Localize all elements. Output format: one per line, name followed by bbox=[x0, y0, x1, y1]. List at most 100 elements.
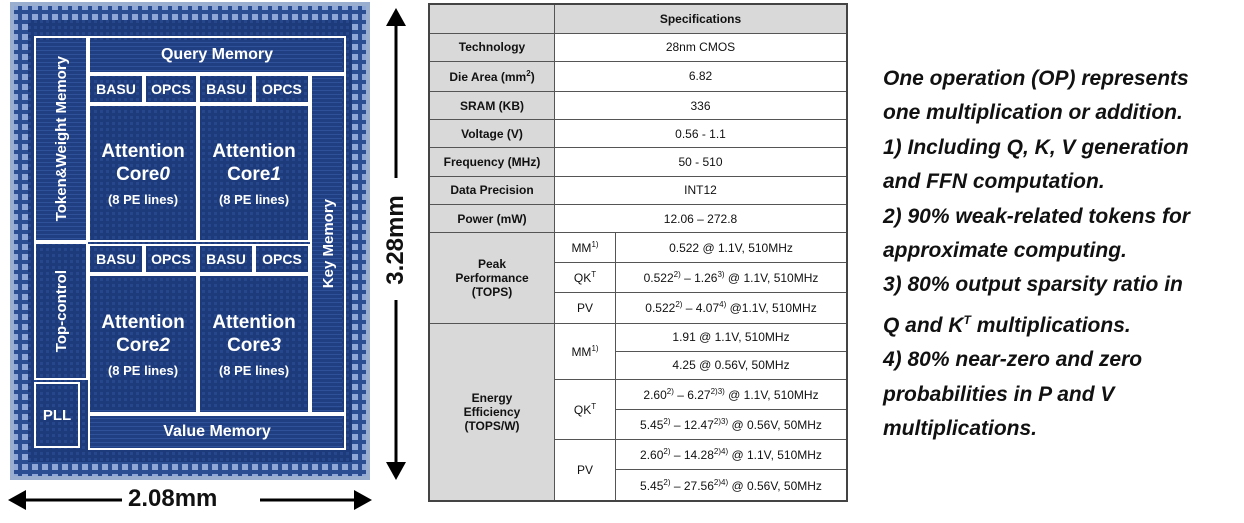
energy-qk-value: 5.452) – 12.472)3) @ 0.56V, 50MHz bbox=[615, 409, 848, 441]
table-row: 4.25 @ 0.56V, 50MHz bbox=[429, 350, 848, 380]
energy-qk-value: 2.602) – 6.272)3) @ 1.1V, 510MHz bbox=[615, 378, 848, 411]
row-value: 6.82 bbox=[554, 60, 848, 93]
attention-core-1: Attention Core1 (8 PE lines) bbox=[198, 104, 310, 242]
note-line: probabilities in P and V bbox=[883, 382, 1115, 406]
opcs-block: OPCS bbox=[254, 74, 310, 104]
opcs-label: OPCS bbox=[151, 81, 191, 97]
row-value: 50 - 510 bbox=[554, 147, 848, 177]
pll-label: PLL bbox=[42, 406, 72, 424]
table-row: Die Area (mm2) 6.82 bbox=[428, 60, 848, 93]
attention-core-0: Attention Core0 (8 PE lines) bbox=[88, 104, 198, 242]
basu-block: BASU bbox=[198, 74, 254, 104]
row-label: Technology bbox=[428, 32, 555, 62]
note-line: approximate computing. bbox=[883, 239, 1127, 263]
basu-label: BASU bbox=[206, 81, 246, 97]
table-row: Voltage (V) 0.56 - 1.1 bbox=[428, 119, 848, 149]
value-memory-label: Value Memory bbox=[163, 423, 271, 440]
core-label: Core0 bbox=[116, 163, 170, 185]
value-memory-block: Value Memory bbox=[88, 414, 346, 450]
table-row: Peak Performance (TOPS) MM1) 0.522 @ 1.1V,… bbox=[428, 232, 848, 324]
key-memory-block: Key Memory bbox=[310, 74, 346, 414]
basu-block: BASU bbox=[88, 74, 144, 104]
mm-label: MM1) bbox=[554, 322, 616, 380]
core-name: Attention bbox=[101, 140, 185, 162]
row-label: Die Area (mm2) bbox=[428, 60, 555, 93]
table-row: 5.452) – 12.472)3) @ 0.56V, 50MHz bbox=[429, 409, 848, 441]
note-line: 1) Including Q, K, V generation bbox=[883, 135, 1189, 159]
row-value: 0.56 - 1.1 bbox=[554, 119, 848, 149]
core-label: Core1 bbox=[227, 163, 281, 185]
note-line: One operation (OP) represents bbox=[883, 67, 1189, 90]
core-pe-lines: (8 PE lines) bbox=[218, 191, 290, 207]
qk-label: QKT bbox=[554, 378, 616, 441]
note-line: and FFN computation. bbox=[883, 170, 1105, 194]
energy-pv-value: 2.602) – 14.282)4) @ 1.1V, 510MHz bbox=[615, 439, 848, 471]
energy-pv-value: 5.452) – 27.562)4) @ 0.56V, 50MHz bbox=[615, 469, 848, 502]
table-row: SRAM (KB) 336 bbox=[428, 91, 848, 121]
row-label: SRAM (KB) bbox=[428, 91, 555, 121]
table-row: PV 0.5222) – 4.074) @1.1V, 510MHz bbox=[429, 292, 848, 324]
top-control-label: Top-control bbox=[52, 269, 70, 353]
opcs-label: OPCS bbox=[262, 81, 302, 97]
note-line: 3) 80% output sparsity ratio in bbox=[883, 273, 1183, 297]
footnotes: One operation (OP) represents one multip… bbox=[883, 62, 1243, 446]
basu-block: BASU bbox=[198, 244, 254, 274]
key-memory-label: Key Memory bbox=[319, 199, 337, 289]
row-value: 12.06 – 272.8 bbox=[554, 203, 848, 234]
core-label: Core2 bbox=[116, 334, 170, 356]
basu-label: BASU bbox=[206, 251, 246, 267]
opcs-block: OPCS bbox=[254, 244, 310, 274]
table-row: PV 2.602) – 14.282)4) @ 1.1V, 510MHz bbox=[429, 439, 848, 502]
row-value: 336 bbox=[554, 91, 848, 121]
core-name: Attention bbox=[101, 311, 185, 333]
mm-label: MM1) bbox=[554, 232, 616, 264]
table-row: Energy Efficiency (TOPS/W) MM1) 1.91 @ 1.1… bbox=[428, 322, 848, 502]
row-label: Data Precision bbox=[428, 175, 555, 205]
query-memory-label: Query Memory bbox=[160, 46, 274, 63]
specifications-header: Specifications bbox=[554, 3, 848, 34]
pll-block: PLL bbox=[34, 382, 80, 448]
row-value: INT12 bbox=[554, 175, 848, 205]
pv-label: PV bbox=[554, 439, 616, 502]
peak-pv-value: 0.5222) – 4.074) @1.1V, 510MHz bbox=[615, 292, 848, 324]
token-weight-memory-block: Token&Weight Memory bbox=[34, 36, 88, 242]
table-row: Data Precision INT12 bbox=[428, 175, 848, 205]
energy-mm-value: 1.91 @ 1.1V, 510MHz bbox=[615, 322, 848, 352]
table-row: 5.452) – 27.562)4) @ 0.56V, 50MHz bbox=[429, 469, 848, 502]
query-memory-block: Query Memory bbox=[88, 36, 346, 74]
qk-label: QKT bbox=[554, 262, 616, 294]
opcs-block: OPCS bbox=[144, 244, 198, 274]
energy-efficiency-label: Energy Efficiency (TOPS/W) bbox=[428, 322, 555, 502]
attention-core-2: Attention Core2 (8 PE lines) bbox=[88, 274, 198, 414]
peak-mm-value: 0.522 @ 1.1V, 510MHz bbox=[615, 232, 848, 264]
opcs-block: OPCS bbox=[144, 74, 198, 104]
basu-label: BASU bbox=[96, 81, 136, 97]
height-dimension-label: 3.28mm bbox=[382, 195, 409, 285]
opcs-label: OPCS bbox=[262, 251, 302, 267]
note-line: 2) 90% weak-related tokens for bbox=[883, 204, 1190, 228]
core-name: Attention bbox=[212, 140, 296, 162]
note-line: multiplications. bbox=[883, 417, 1038, 441]
core-pe-lines: (8 PE lines) bbox=[107, 191, 179, 207]
note-line: 4) 80% near-zero and zero bbox=[883, 348, 1143, 372]
attention-core-3: Attention Core3 (8 PE lines) bbox=[198, 274, 310, 414]
opcs-label: OPCS bbox=[151, 251, 191, 267]
basu-block: BASU bbox=[88, 244, 144, 274]
table-row: Frequency (MHz) 50 - 510 bbox=[428, 147, 848, 177]
token-weight-memory-label: Token&Weight Memory bbox=[52, 56, 70, 222]
note-line: Q and KT multiplications. bbox=[883, 312, 1131, 337]
row-label: Frequency (MHz) bbox=[428, 147, 555, 177]
pv-label: PV bbox=[554, 292, 616, 324]
core-name: Attention bbox=[212, 311, 296, 333]
row-label: Power (mW) bbox=[428, 203, 555, 234]
peak-qk-value: 0.5222) – 1.263) @ 1.1V, 510MHz bbox=[615, 262, 848, 294]
table-row: QKT 2.602) – 6.272)3) @ 1.1V, 510MHz bbox=[429, 378, 848, 441]
top-control-block: Top-control bbox=[34, 242, 88, 380]
note-line: one multiplication or addition. bbox=[883, 101, 1183, 125]
width-dimension-label: 2.08mm bbox=[128, 485, 218, 512]
peak-performance-label: Peak Performance (TOPS) bbox=[428, 232, 555, 324]
core-label: Core3 bbox=[227, 334, 281, 356]
core-pe-lines: (8 PE lines) bbox=[107, 362, 179, 378]
row-label: Voltage (V) bbox=[428, 119, 555, 149]
energy-mm-value: 4.25 @ 0.56V, 50MHz bbox=[615, 350, 848, 380]
